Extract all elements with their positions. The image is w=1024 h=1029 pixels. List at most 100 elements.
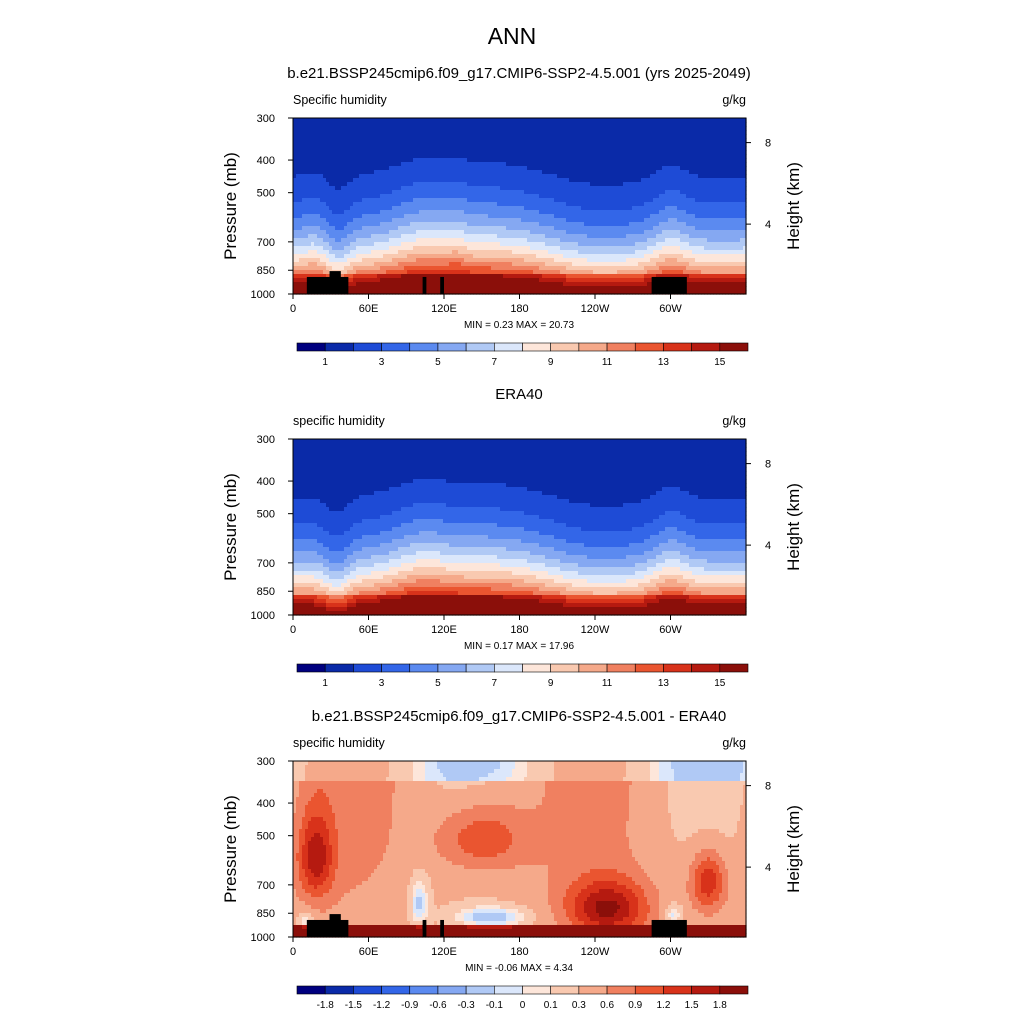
contour-cell xyxy=(341,142,345,147)
contour-cell xyxy=(701,122,705,127)
contour-cell xyxy=(581,150,585,155)
contour-cell xyxy=(590,134,594,139)
contour-cell xyxy=(533,150,537,155)
contour-cell xyxy=(590,138,594,143)
contour-cell xyxy=(659,118,663,123)
contour-cell xyxy=(716,138,720,143)
contour-cell xyxy=(596,130,600,135)
contour-cell xyxy=(479,134,483,139)
contour-cell xyxy=(641,142,645,147)
contour-cell xyxy=(488,146,492,151)
contour-cell xyxy=(575,138,579,143)
contour-cell xyxy=(308,134,312,139)
contour-cell xyxy=(617,150,621,155)
contour-cell xyxy=(641,122,645,127)
contour-cell xyxy=(512,154,516,159)
contour-cell xyxy=(506,154,510,159)
contour-cell xyxy=(380,146,384,151)
contour-cell xyxy=(584,130,588,135)
contour-cell xyxy=(635,146,639,151)
contour-cell xyxy=(413,138,417,143)
contour-cell xyxy=(725,154,729,159)
contour-cell xyxy=(710,122,714,127)
contour-cell xyxy=(350,130,354,135)
contour-cell xyxy=(506,158,510,163)
contour-cell xyxy=(383,150,387,155)
contour-cell xyxy=(446,138,450,143)
contour-cell xyxy=(533,130,537,135)
contour-cell xyxy=(704,142,708,147)
contour-cell xyxy=(350,134,354,139)
contour-cell xyxy=(608,150,612,155)
contour-cell xyxy=(692,150,696,155)
contour-cell xyxy=(416,122,420,127)
contour-cell xyxy=(308,146,312,151)
contour-cell xyxy=(725,150,729,155)
contour-cell xyxy=(419,138,423,143)
contour-cell xyxy=(716,134,720,139)
contour-cell xyxy=(653,150,657,155)
contour-cell xyxy=(470,122,474,127)
contour-cell xyxy=(710,150,714,155)
contour-cell xyxy=(434,158,438,163)
contour-cell xyxy=(545,122,549,127)
contour-cell xyxy=(323,142,327,147)
contour-cell xyxy=(644,146,648,151)
contour-cell xyxy=(653,130,657,135)
contour-cell xyxy=(413,118,417,123)
contour-cell xyxy=(674,134,678,139)
contour-cell xyxy=(548,138,552,143)
contour-cell xyxy=(605,142,609,147)
contour-cell xyxy=(647,122,651,127)
contour-cell xyxy=(362,150,366,155)
contour-cell xyxy=(566,134,570,139)
contour-cell xyxy=(743,134,747,139)
contour-cell xyxy=(512,150,516,155)
contour-cell xyxy=(416,146,420,151)
contour-cell xyxy=(452,130,456,135)
contour-cell xyxy=(734,138,738,143)
contour-cell xyxy=(425,130,429,135)
contour-cell xyxy=(542,134,546,139)
contour-cell xyxy=(482,158,486,163)
contour-cell xyxy=(404,126,408,131)
contour-cell xyxy=(572,126,576,131)
contour-cell xyxy=(404,122,408,127)
contour-cell xyxy=(509,146,513,151)
contour-cell xyxy=(641,130,645,135)
contour-cell xyxy=(395,122,399,127)
contour-cell xyxy=(566,130,570,135)
contour-cell xyxy=(356,158,360,163)
contour-cell xyxy=(623,130,627,135)
contour-cell xyxy=(557,158,561,163)
contour-cell xyxy=(299,130,303,135)
contour-cell xyxy=(677,130,681,135)
contour-cell xyxy=(395,150,399,155)
contour-cell xyxy=(680,126,684,131)
contour-cell xyxy=(500,134,504,139)
contour-cell xyxy=(557,146,561,151)
contour-cell xyxy=(368,138,372,143)
contour-cell xyxy=(476,130,480,135)
contour-cell xyxy=(329,146,333,151)
contour-cell xyxy=(416,130,420,135)
contour-cell xyxy=(506,142,510,147)
contour-cell xyxy=(668,130,672,135)
contour-cell xyxy=(632,154,636,159)
contour-cell xyxy=(332,150,336,155)
contour-cell xyxy=(566,122,570,127)
contour-cell xyxy=(344,146,348,151)
contour-cell xyxy=(527,158,531,163)
contour-cell xyxy=(578,134,582,139)
contour-cell xyxy=(323,150,327,155)
contour-cell xyxy=(683,138,687,143)
contour-cell xyxy=(338,154,342,159)
contour-cell xyxy=(461,158,465,163)
contour-cell xyxy=(368,126,372,131)
contour-cell xyxy=(311,122,315,127)
contour-cell xyxy=(521,142,525,147)
contour-cell xyxy=(575,122,579,127)
contour-cell xyxy=(566,154,570,159)
contour-cell xyxy=(407,154,411,159)
contour-cell xyxy=(386,146,390,151)
